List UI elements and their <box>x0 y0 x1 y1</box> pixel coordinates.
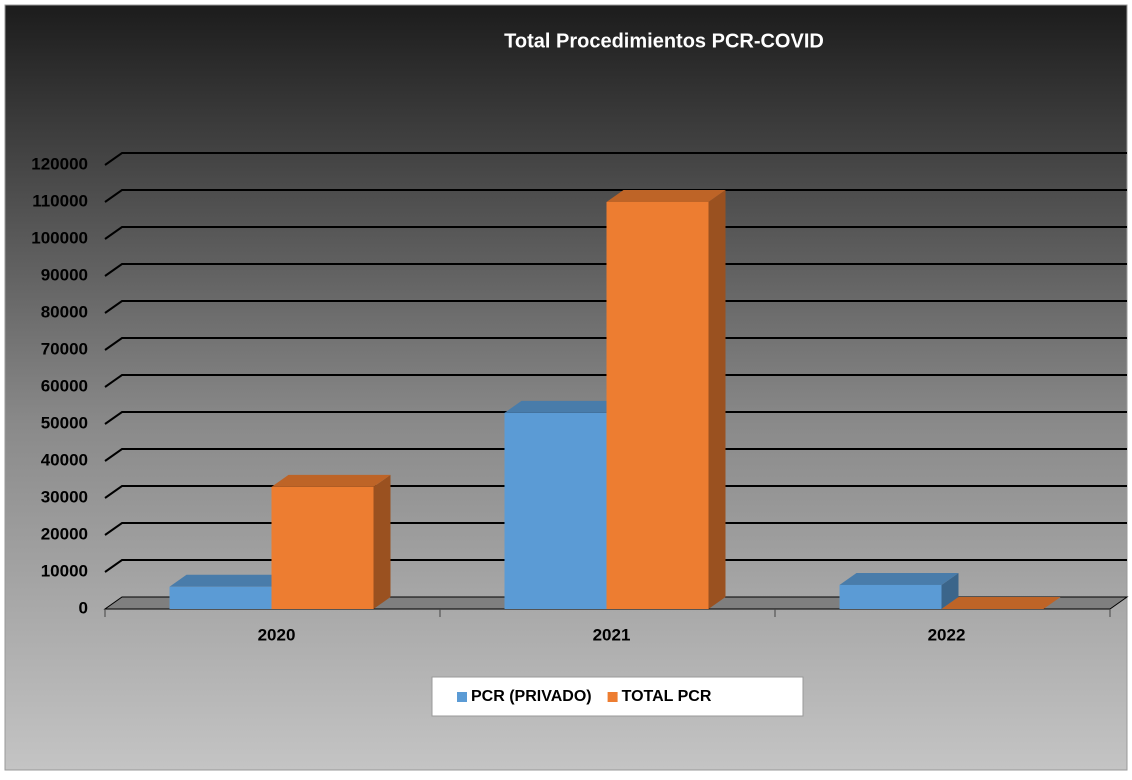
y-tick-label: 70000 <box>41 339 88 358</box>
bar <box>839 584 942 609</box>
chart-background <box>4 4 1128 771</box>
bar-top <box>839 572 959 585</box>
y-tick-label: 50000 <box>41 413 88 432</box>
x-tick-label: 2022 <box>928 625 966 644</box>
legend-label: TOTAL PCR <box>622 688 712 705</box>
grid-line <box>104 226 1127 240</box>
bar <box>606 202 709 609</box>
legend-label: PCR (PRIVADO) <box>471 688 592 705</box>
bar-top <box>271 474 391 487</box>
legend-swatch <box>457 692 467 702</box>
grid-line <box>104 522 1127 536</box>
bar-side <box>373 474 391 609</box>
y-tick-label: 80000 <box>41 302 88 321</box>
bar-side <box>708 190 726 609</box>
bar-top <box>169 574 289 587</box>
bar-top <box>606 190 726 202</box>
y-tick-label: 30000 <box>41 487 88 506</box>
grid-line <box>104 337 1127 351</box>
bar <box>271 486 374 609</box>
grid-line <box>104 448 1127 462</box>
x-tick-label: 2021 <box>593 625 631 644</box>
x-tick-label: 2020 <box>258 625 296 644</box>
bar-top <box>941 597 1061 609</box>
y-tick-label: 110000 <box>32 191 88 210</box>
y-tick-label: 90000 <box>41 265 88 284</box>
grid-line <box>104 189 1127 203</box>
bar-side <box>941 572 959 609</box>
y-tick-label: 10000 <box>41 561 88 580</box>
grid-line <box>104 300 1127 314</box>
grid-line <box>104 374 1127 388</box>
grid-line <box>104 152 1127 166</box>
y-tick-label: 120000 <box>31 154 88 173</box>
grid-line <box>104 411 1127 425</box>
chart-title: Total Procedimientos PCR-COVID <box>504 30 824 52</box>
y-tick-label: 100000 <box>31 228 88 247</box>
grid-line <box>104 263 1127 277</box>
grid-line <box>104 559 1127 573</box>
legend-swatch <box>607 692 618 702</box>
y-tick-label: 0 <box>79 598 88 617</box>
y-tick-label: 40000 <box>41 450 88 469</box>
bar <box>169 586 272 609</box>
y-tick-label: 20000 <box>41 524 88 543</box>
bar <box>504 412 607 609</box>
bar-top <box>504 400 624 413</box>
y-tick-label: 60000 <box>41 376 88 395</box>
grid-line <box>104 485 1127 499</box>
